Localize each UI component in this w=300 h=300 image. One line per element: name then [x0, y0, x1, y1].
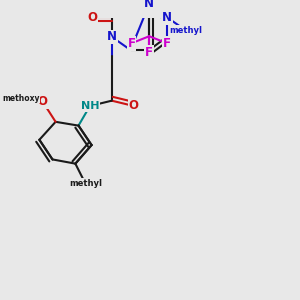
Text: F: F	[163, 37, 171, 50]
Text: methyl: methyl	[169, 26, 202, 35]
Text: N: N	[144, 0, 154, 11]
Text: F: F	[128, 37, 136, 50]
Text: methoxy: methoxy	[2, 94, 39, 103]
Text: F: F	[145, 46, 153, 59]
Text: methyl: methyl	[69, 179, 102, 188]
Text: O: O	[38, 95, 48, 108]
Text: O: O	[129, 100, 139, 112]
Text: N: N	[162, 11, 172, 24]
Text: N: N	[107, 30, 117, 44]
Text: O: O	[87, 11, 97, 24]
Text: NH: NH	[81, 101, 99, 111]
